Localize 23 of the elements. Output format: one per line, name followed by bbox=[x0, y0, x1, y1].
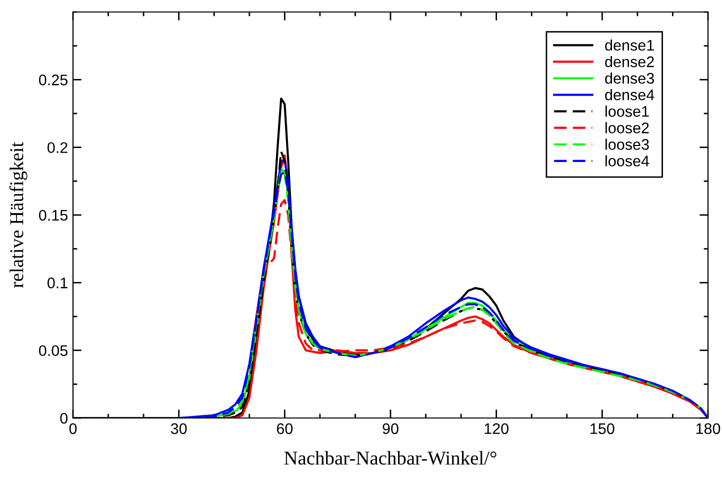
legend-label: dense4 bbox=[605, 89, 654, 100]
x-tick-label: 30 bbox=[170, 423, 187, 434]
y-axis-title: relative Häufigkeit bbox=[9, 142, 28, 288]
y-tick-label: 0.15 bbox=[39, 210, 68, 221]
x-tick-label: 120 bbox=[484, 423, 508, 434]
y-tick-label: 0.1 bbox=[48, 278, 68, 288]
y-tick-label: 0.2 bbox=[48, 142, 68, 154]
x-tick-label: 90 bbox=[382, 423, 398, 434]
x-axis-title: Nachbar-Nachbar-Winkel/° bbox=[284, 450, 496, 465]
x-tick-label: 180 bbox=[696, 423, 720, 434]
legend-label: loose4 bbox=[606, 155, 650, 166]
y-tick-label: 0.25 bbox=[39, 74, 68, 86]
legend-label: dense3 bbox=[605, 72, 654, 84]
y-tick-label: 0 bbox=[60, 412, 68, 424]
x-tick-label: 0 bbox=[69, 423, 77, 434]
x-tick-label: 60 bbox=[276, 423, 293, 434]
legend-label: loose1 bbox=[606, 106, 649, 117]
x-tick-label: 150 bbox=[590, 423, 614, 434]
legend-label: dense1 bbox=[605, 39, 654, 51]
legend-label: loose2 bbox=[606, 122, 649, 134]
legend-label: loose3 bbox=[606, 138, 649, 150]
legend-label: dense2 bbox=[605, 56, 654, 68]
y-tick-label: 0.05 bbox=[39, 345, 68, 356]
